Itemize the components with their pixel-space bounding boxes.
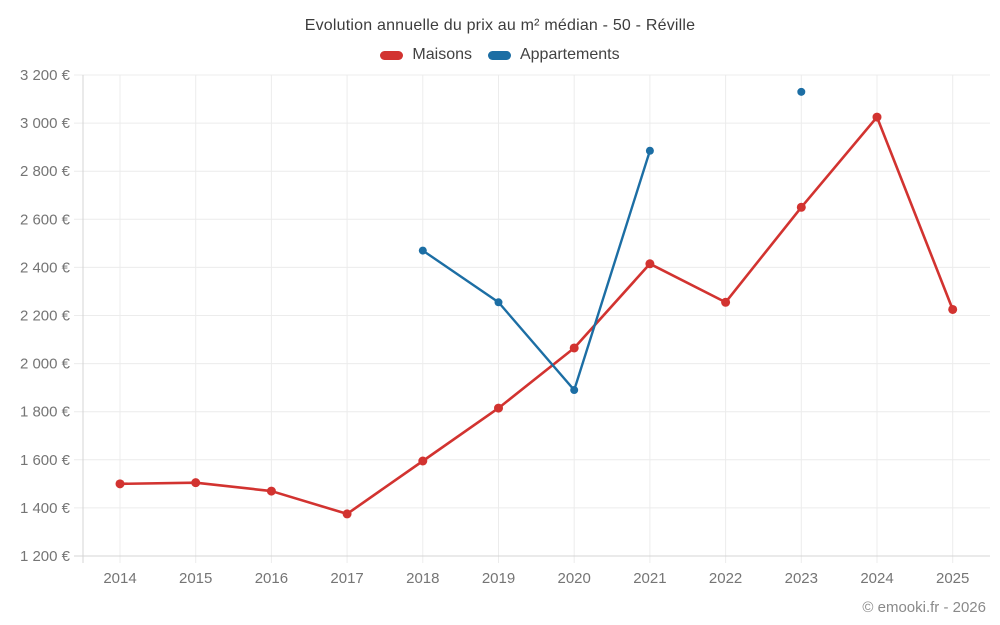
legend-item-maisons[interactable]: Maisons — [380, 46, 472, 64]
y-tick-label: 1 200 € — [20, 548, 71, 565]
data-point-maisons-2014[interactable] — [115, 479, 125, 489]
series-line-maisons — [118, 115, 955, 516]
y-tick-label: 2 400 € — [20, 259, 71, 276]
y-tick-label: 2 600 € — [20, 211, 71, 228]
data-point-maisons-2018[interactable] — [418, 456, 428, 466]
y-tick-label: 1 400 € — [20, 500, 71, 517]
x-tick-label: 2015 — [179, 570, 212, 587]
data-point-appartements-2020[interactable] — [570, 386, 579, 395]
series-line-appartements — [421, 149, 652, 392]
y-tick-label: 1 800 € — [20, 404, 71, 421]
data-point-appartements-2019[interactable] — [494, 298, 503, 307]
legend-label-appartements: Appartements — [519, 46, 620, 63]
x-tick-label: 2023 — [785, 570, 818, 587]
x-tick-label: 2017 — [330, 570, 363, 587]
data-point-maisons-2025[interactable] — [948, 304, 958, 314]
y-tick-label: 3 000 € — [20, 115, 71, 132]
data-point-maisons-2024[interactable] — [872, 112, 882, 122]
chart-legend: Maisons Appartements — [0, 45, 1000, 65]
x-tick-label: 2022 — [709, 570, 742, 587]
x-tick-label: 2024 — [860, 570, 893, 587]
data-point-maisons-2021[interactable] — [645, 259, 655, 269]
data-point-maisons-2020[interactable] — [569, 343, 579, 353]
y-tick-label: 2 200 € — [20, 308, 71, 325]
x-tick-label: 2020 — [558, 570, 591, 587]
legend-swatch-maisons — [380, 50, 404, 60]
y-tick-label: 3 200 € — [20, 67, 71, 84]
data-point-maisons-2016[interactable] — [266, 486, 276, 496]
data-point-maisons-2022[interactable] — [721, 297, 731, 307]
y-tick-label: 2 800 € — [20, 163, 71, 180]
x-tick-label: 2014 — [103, 570, 136, 587]
legend-label-maisons: Maisons — [412, 46, 472, 63]
copyright-credit: © emooki.fr - 2026 — [862, 599, 986, 616]
data-point-maisons-2015[interactable] — [191, 478, 201, 488]
y-tick-label: 2 000 € — [20, 356, 71, 373]
legend-item-appartements[interactable]: Appartements — [487, 46, 620, 64]
chart-title: Evolution annuelle du prix au m² médian … — [304, 17, 696, 34]
x-tick-label: 2018 — [406, 570, 439, 587]
x-tick-label: 2019 — [482, 570, 515, 587]
x-tick-label: 2016 — [255, 570, 288, 587]
y-tick-label: 1 600 € — [20, 452, 71, 469]
data-point-appartements-2021[interactable] — [645, 146, 654, 155]
data-point-maisons-2019[interactable] — [494, 403, 503, 413]
legend-swatch-appartements — [487, 50, 511, 60]
data-point-maisons-2023[interactable] — [796, 202, 806, 212]
data-point-appartements-2023[interactable] — [797, 87, 806, 96]
data-point-maisons-2017[interactable] — [342, 509, 352, 519]
x-tick-label: 2021 — [633, 570, 666, 587]
data-point-appartements-2018[interactable] — [418, 246, 427, 255]
x-tick-label: 2025 — [936, 570, 969, 587]
